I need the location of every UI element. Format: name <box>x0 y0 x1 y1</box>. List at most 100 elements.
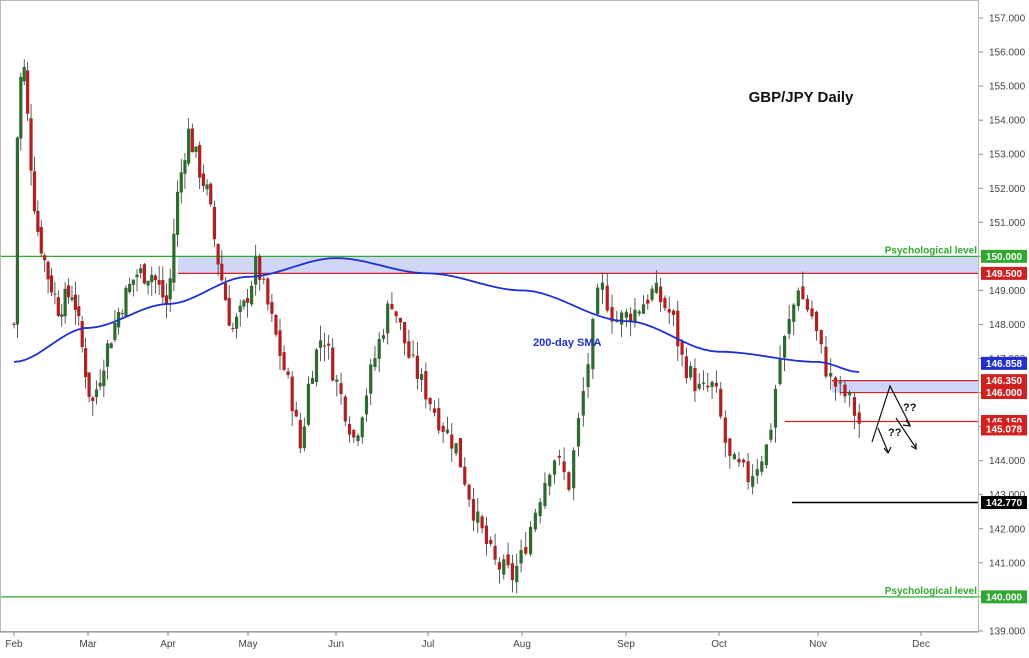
candle-body <box>637 311 641 314</box>
candle-body <box>458 438 463 468</box>
candle-body <box>506 554 510 566</box>
candle-body <box>302 426 306 449</box>
candle-body <box>139 268 143 274</box>
candle-body <box>282 352 286 370</box>
candle-body <box>751 476 755 487</box>
candle-body <box>161 279 165 298</box>
candle-body <box>49 275 54 293</box>
candle-body <box>689 366 693 378</box>
candle-body <box>70 297 74 300</box>
candle-body <box>697 383 701 389</box>
level-text: Psychological level <box>885 586 977 597</box>
candle-body <box>502 559 506 575</box>
candle-body <box>424 371 428 400</box>
x-axis: Feb Mar Apr May Jun Jul Aug Sep Oct Nov Dec <box>5 632 930 650</box>
y-tick-label: 148.000 <box>989 320 1026 331</box>
candle-body <box>403 321 407 344</box>
candle-body <box>407 341 411 358</box>
candle-body <box>254 256 258 285</box>
arrowhead-down-1 <box>883 446 892 455</box>
levels-layer: Psychological level Psychological level <box>0 245 979 598</box>
candle-body <box>398 318 402 323</box>
candle-body <box>131 279 135 285</box>
candle-body <box>538 502 542 517</box>
candle-body <box>484 525 489 544</box>
y-tick-label: 153.000 <box>989 150 1026 161</box>
candle-body <box>833 377 838 387</box>
candle-body <box>98 382 102 387</box>
candle-body <box>650 288 654 300</box>
candle-body <box>73 294 77 310</box>
candle-body <box>294 409 298 417</box>
x-tick-label: Feb <box>5 639 23 650</box>
candle-body <box>591 318 595 370</box>
candle-body <box>360 417 364 438</box>
candle-body <box>242 300 246 307</box>
candle-body <box>489 539 493 544</box>
candle-body <box>209 183 213 205</box>
candle-body <box>124 287 128 317</box>
candle-body <box>227 297 231 326</box>
candle-body <box>109 343 113 349</box>
candle-body <box>586 364 590 388</box>
y-tick-label: 143.000 <box>989 490 1026 501</box>
level-badge <box>981 374 1027 388</box>
scenario-arrow-down-2 <box>895 417 917 449</box>
level-badge-label: 149.500 <box>986 269 1023 280</box>
y-tick-label: 157.000 <box>989 14 1026 25</box>
candle-body <box>183 160 187 174</box>
candle-body <box>373 358 377 367</box>
level-badge-label: 142.770 <box>986 498 1023 509</box>
candle-body <box>286 371 290 376</box>
y-tick-label: 156.000 <box>989 48 1026 59</box>
candle-body <box>524 547 528 554</box>
candle-body <box>641 304 646 314</box>
y-tick-label: 141.000 <box>989 558 1026 569</box>
candle-body <box>710 381 714 387</box>
y-tick-label: 152.000 <box>989 184 1026 195</box>
candle-body <box>179 172 183 193</box>
candle-body <box>87 372 91 397</box>
x-tick-label: Nov <box>809 639 827 650</box>
candle-body <box>26 70 30 114</box>
x-tick-label: Dec <box>912 639 930 650</box>
candle-body <box>663 297 667 309</box>
x-tick-label: Oct <box>711 639 727 650</box>
support-zone <box>832 380 979 393</box>
y-tick-label: 144.000 <box>989 456 1026 467</box>
x-tick-label: Mar <box>79 639 97 650</box>
candle-body <box>450 434 454 449</box>
candle-body <box>548 474 552 487</box>
arrowhead-up <box>902 419 912 427</box>
candle-body <box>343 396 347 422</box>
zones-layer <box>178 256 979 393</box>
candle-body <box>497 562 502 570</box>
candle-body <box>194 146 198 153</box>
candle-body <box>352 430 356 438</box>
candle-body <box>769 429 773 440</box>
candle-body <box>168 278 172 300</box>
level-badge-label: 145.078 <box>986 424 1023 435</box>
candle-body <box>783 336 787 358</box>
candle-body <box>620 312 624 325</box>
candle-body <box>66 285 71 298</box>
candle-body <box>624 311 628 318</box>
candle-body <box>175 191 180 235</box>
candle-body <box>543 482 547 507</box>
x-tick-label: Jul <box>422 639 435 650</box>
candle-body <box>36 210 40 232</box>
candle-body <box>63 288 67 317</box>
candle-body <box>220 263 224 281</box>
candle-body <box>792 304 796 322</box>
sma-layer <box>13 257 860 373</box>
candle-body <box>510 563 515 580</box>
scenario-arrow-down-1 <box>877 427 889 453</box>
candle-body <box>419 374 424 380</box>
candle-body <box>234 316 239 329</box>
candle-body <box>581 391 585 416</box>
candle-body <box>480 516 484 529</box>
level-labels: 150.000149.500146.858146.350146.000145.1… <box>981 249 1027 604</box>
candle-body <box>562 461 566 473</box>
x-tick-label: Jun <box>328 639 344 650</box>
